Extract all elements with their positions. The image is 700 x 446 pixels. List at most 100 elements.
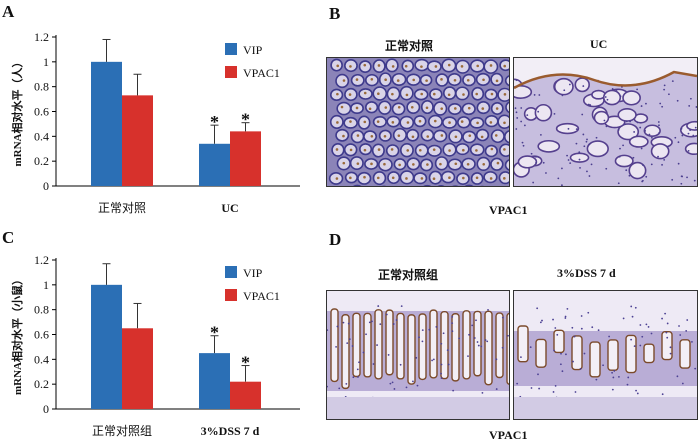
bar-vpac1-1 bbox=[122, 95, 153, 186]
crypt bbox=[407, 314, 416, 385]
cell-nucleus bbox=[362, 351, 365, 354]
cell-nucleus bbox=[415, 356, 418, 359]
cell-nucleus bbox=[657, 121, 660, 123]
cell-nucleus bbox=[564, 315, 567, 318]
cell-nucleus bbox=[606, 98, 609, 101]
crypt bbox=[420, 128, 435, 142]
cell-nucleus bbox=[487, 308, 489, 311]
crypt bbox=[429, 88, 443, 101]
crypt bbox=[364, 101, 379, 114]
cell-nucleus bbox=[347, 322, 350, 325]
crypt bbox=[330, 308, 339, 383]
crypt bbox=[457, 116, 471, 129]
stain-dot bbox=[482, 78, 485, 82]
cell-nucleus bbox=[559, 363, 562, 366]
cell-nucleus bbox=[568, 83, 571, 86]
cell-nucleus bbox=[336, 325, 339, 328]
crypt bbox=[413, 172, 428, 185]
cell-nucleus bbox=[650, 163, 653, 166]
cell-nucleus bbox=[626, 383, 629, 386]
significance-mark: * bbox=[210, 323, 219, 343]
cell-nucleus bbox=[541, 319, 543, 322]
cell-nucleus bbox=[595, 378, 598, 381]
cell-nucleus bbox=[669, 346, 672, 349]
stain-dot bbox=[432, 92, 436, 96]
cell-nucleus bbox=[686, 319, 689, 321]
cell-nucleus bbox=[630, 305, 633, 308]
stain-dot bbox=[363, 148, 367, 152]
cell-nucleus bbox=[602, 364, 604, 367]
cell-nucleus bbox=[622, 317, 625, 320]
cell-nucleus bbox=[629, 120, 632, 123]
cell-nucleus bbox=[658, 131, 661, 134]
cell-nucleus bbox=[627, 376, 630, 379]
micrograph-b-right-title: UC bbox=[590, 37, 608, 51]
cell-nucleus bbox=[501, 346, 504, 349]
stain-dot bbox=[384, 78, 387, 82]
y-tick-label: 0.4 bbox=[34, 352, 49, 366]
stain-dot bbox=[490, 147, 494, 151]
y-tick-label: 0.6 bbox=[34, 328, 49, 342]
stain-dot bbox=[453, 78, 457, 82]
crypt bbox=[607, 339, 619, 371]
y-tick-label: 0.8 bbox=[34, 80, 49, 94]
cell-nucleus bbox=[539, 321, 542, 324]
cell-nucleus bbox=[556, 333, 559, 336]
crypt bbox=[396, 312, 405, 380]
cell-nucleus bbox=[535, 156, 537, 158]
stain-dot bbox=[475, 149, 478, 152]
cell-nucleus bbox=[597, 105, 600, 108]
cell-nucleus bbox=[446, 349, 449, 352]
cell-nucleus bbox=[473, 337, 476, 339]
cell-nucleus bbox=[532, 181, 535, 184]
cell-nucleus bbox=[533, 94, 536, 96]
cell-nucleus bbox=[663, 88, 666, 91]
crypt bbox=[434, 156, 449, 171]
cell-nucleus bbox=[677, 141, 680, 144]
crypt bbox=[617, 123, 640, 141]
cell-nucleus bbox=[395, 319, 398, 321]
cell-nucleus bbox=[666, 336, 669, 339]
stain-dot bbox=[466, 78, 470, 82]
cell-nucleus bbox=[553, 112, 556, 115]
crypt bbox=[484, 310, 493, 386]
stain-dot bbox=[398, 163, 401, 167]
crypt bbox=[686, 120, 697, 131]
cell-nucleus bbox=[680, 182, 683, 185]
stain-dot bbox=[425, 106, 429, 110]
cell-nucleus bbox=[327, 329, 329, 332]
cell-nucleus bbox=[538, 387, 541, 390]
crypt bbox=[330, 58, 343, 72]
cell-nucleus bbox=[632, 156, 635, 159]
cell-nucleus bbox=[586, 170, 588, 173]
stain-dot bbox=[376, 176, 380, 180]
crypt bbox=[414, 58, 430, 72]
cell-nucleus bbox=[661, 393, 664, 396]
y-axis-label: mRNA相对水平（小鼠） bbox=[10, 274, 24, 395]
crypt bbox=[414, 143, 429, 158]
stain-dot bbox=[490, 92, 494, 96]
cell-nucleus bbox=[613, 370, 616, 372]
cell-nucleus bbox=[507, 334, 509, 337]
cell-nucleus bbox=[604, 96, 607, 98]
stain-dot bbox=[405, 177, 408, 180]
cell-nucleus bbox=[578, 158, 581, 161]
stain-dot bbox=[363, 63, 367, 67]
y-axis-label: mRNA相对水平（人） bbox=[10, 57, 24, 167]
crypt bbox=[433, 101, 448, 116]
stain-dot bbox=[406, 149, 410, 152]
stain-dot bbox=[503, 177, 506, 180]
crypt bbox=[555, 122, 580, 135]
stain-dot bbox=[476, 121, 479, 125]
crypt bbox=[537, 139, 561, 153]
crypt bbox=[336, 101, 352, 116]
cell-nucleus bbox=[526, 114, 529, 117]
crypt bbox=[593, 110, 610, 125]
cell-nucleus bbox=[611, 87, 614, 90]
stain-dot bbox=[335, 177, 339, 180]
cell-nucleus bbox=[421, 329, 424, 331]
crypt bbox=[517, 155, 538, 169]
cell-nucleus bbox=[537, 110, 540, 113]
cell-nucleus bbox=[625, 169, 628, 172]
cell-nucleus bbox=[615, 89, 618, 91]
